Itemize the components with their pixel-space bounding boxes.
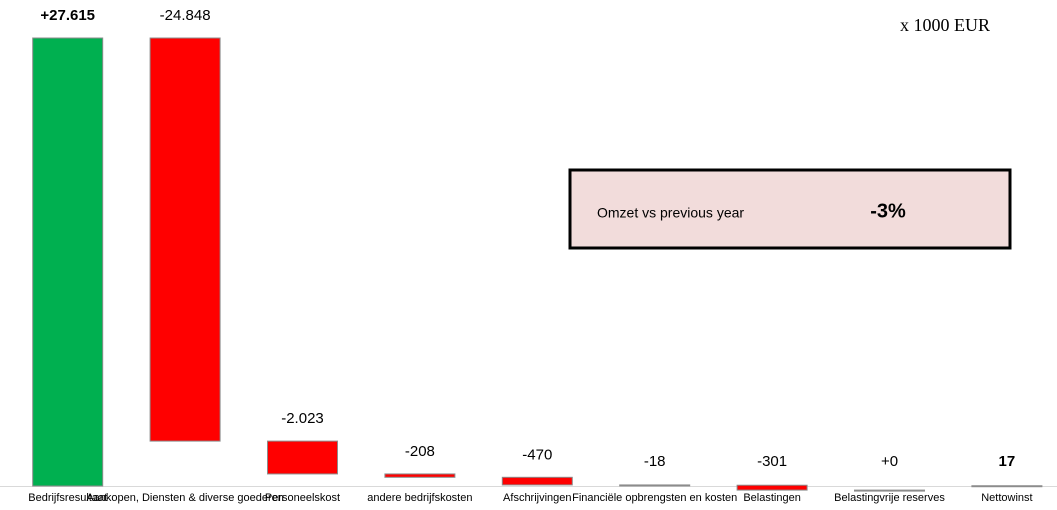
value-label: -24.848 (160, 7, 211, 24)
value-label: +0 (881, 453, 898, 470)
bar (619, 484, 691, 487)
annotation-box (568, 168, 1012, 250)
annotation-text: Omzet vs previous year (597, 205, 744, 221)
bar (32, 37, 104, 487)
bar (854, 489, 925, 492)
value-label: +27.615 (40, 7, 95, 24)
x-tick-label: Belastingvrije reserves (834, 492, 945, 504)
x-tick-label: Nettowinst (981, 492, 1032, 504)
x-tick-label: Financiële opbrengsten en kosten (572, 492, 737, 504)
bar (384, 473, 456, 478)
value-label: -18 (644, 453, 666, 470)
x-tick-label: Afschrijvingen (503, 492, 571, 504)
x-tick-label: andere bedrijfskosten (367, 492, 472, 504)
value-label: -470 (522, 446, 552, 463)
annotation-value: -3% (870, 200, 906, 222)
x-tick-label: Personeelskost (265, 492, 340, 504)
bar (149, 37, 221, 442)
bar (736, 484, 808, 491)
unit-label: x 1000 EUR (900, 15, 990, 35)
value-label: -301 (757, 453, 787, 470)
value-label: -2.023 (281, 410, 324, 427)
bar (971, 485, 1043, 488)
bar (501, 476, 573, 486)
x-tick-label: Bedrijfsresultaat (28, 492, 107, 504)
value-label: -208 (405, 443, 435, 460)
value-label: 17 (999, 453, 1016, 470)
x-tick-label: Aankopen, Diensten & diverse goederen (86, 492, 284, 504)
bar (267, 440, 338, 475)
x-tick-label: Belastingen (743, 492, 801, 504)
